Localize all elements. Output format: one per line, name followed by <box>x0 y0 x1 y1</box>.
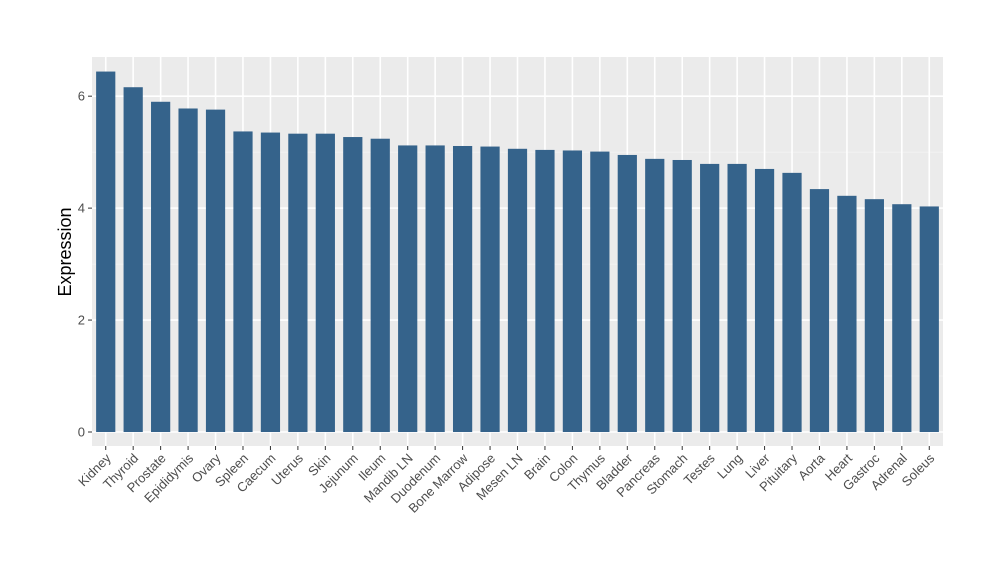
bar <box>892 204 912 433</box>
bar <box>754 168 775 433</box>
bar <box>535 149 555 433</box>
x-tick-label: Uterus <box>268 450 306 488</box>
bar <box>864 199 884 433</box>
bar <box>288 133 308 433</box>
bar <box>205 109 226 433</box>
bar <box>837 195 857 433</box>
bar <box>507 148 528 433</box>
bar <box>590 151 610 433</box>
y-tick-label: 6 <box>78 89 85 104</box>
bar <box>562 150 583 433</box>
bar <box>700 163 720 433</box>
bars <box>96 71 939 433</box>
bar <box>617 154 637 433</box>
bar <box>672 159 692 433</box>
x-axis: KidneyThyroidProstateEpididymisOvarySple… <box>75 446 938 516</box>
y-tick-label: 2 <box>78 313 85 328</box>
bar <box>452 145 473 433</box>
bar <box>178 108 198 433</box>
bar <box>645 158 665 433</box>
bar <box>343 137 363 433</box>
bar <box>480 146 500 433</box>
bar <box>370 138 390 433</box>
bar <box>809 189 830 433</box>
y-tick-label: 4 <box>78 201 85 216</box>
y-tick-label: 0 <box>78 425 85 440</box>
bar <box>727 163 747 433</box>
bar <box>260 132 281 433</box>
bar <box>233 131 253 433</box>
bar <box>96 71 116 433</box>
bar <box>919 206 939 433</box>
bar <box>151 101 171 433</box>
bar <box>315 133 335 433</box>
bar <box>782 172 802 433</box>
x-tick-label: Lung <box>714 451 745 482</box>
x-tick-label: Testes <box>681 450 719 488</box>
bar <box>123 87 143 433</box>
x-tick-label: Aorta <box>795 450 828 483</box>
y-axis-title: Expression <box>55 207 75 296</box>
bar <box>398 145 418 433</box>
bar <box>425 145 445 433</box>
y-axis: 0 2 4 6 <box>78 89 92 440</box>
